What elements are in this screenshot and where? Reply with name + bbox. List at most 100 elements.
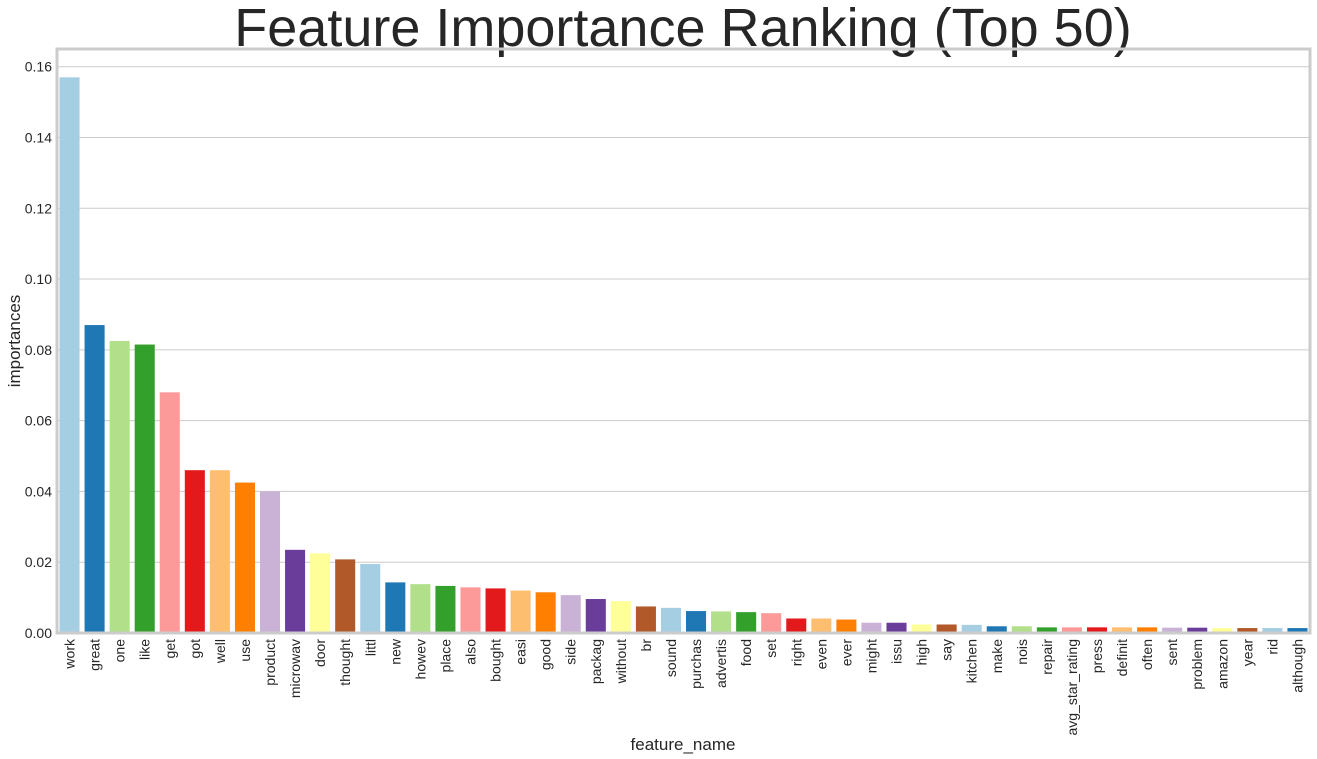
x-tick-label: press [1089,639,1105,673]
y-tick-label: 0.08 [25,342,52,358]
bar-problem [1187,627,1208,633]
x-tick-label: food [738,639,754,666]
bar-kitchen [961,624,982,633]
y-tick-labels: 0.00 0.02 0.04 0.06 0.08 0.10 0.12 0.14 0.16 [25,59,52,641]
x-tick-label: problem [1189,639,1205,690]
x-tick-label: place [437,639,453,673]
bar-bought [485,588,506,633]
x-tick-label: make [989,639,1005,673]
bar-food [736,612,757,633]
bar-microwav [285,549,306,633]
x-tick-label: without [613,639,629,684]
y-axis-label: importances [5,295,24,388]
y-tick-label: 0.14 [25,129,52,145]
y-tick-label: 0.10 [25,271,52,287]
x-tick-label: packag [588,639,604,684]
x-tick-label: although [1289,639,1305,693]
bar-sound [660,607,681,633]
bar-place [435,585,456,633]
bar-nois [1011,626,1032,633]
x-tick-label: year [1239,639,1255,667]
bar-although [1287,628,1308,633]
x-tick-label: side [563,639,579,665]
bar-ever [836,619,857,633]
x-tick-label: product [262,639,278,686]
x-tick-label: avg_star_rating [1064,639,1080,736]
bar-one [109,341,130,633]
bar-purchas [686,611,707,633]
x-tick-label: advertis [713,639,729,688]
x-tick-label: howev [412,639,428,679]
x-tick-label: purchas [688,639,704,689]
bar-easi [510,590,531,633]
bar-well [209,470,230,633]
bar-got [184,470,205,633]
x-tick-label: also [462,639,478,665]
y-tick-label: 0.04 [25,483,52,499]
x-tick-label: get [162,639,178,659]
bar-without [610,601,631,633]
x-tick-label: set [763,639,779,658]
x-tick-label: issu [889,639,905,664]
x-tick-label: kitchen [964,639,980,683]
bar-also [460,587,481,633]
x-tick-label: door [312,639,328,667]
x-tick-label: thought [337,639,353,686]
bar-often [1137,627,1158,633]
x-tick-label: use [237,639,253,662]
bar-repair [1036,627,1057,633]
bar-right [786,618,807,633]
x-tick-label: right [788,639,804,666]
bar-good [535,592,556,633]
x-tick-label: easi [513,639,529,665]
bar-packag [585,599,606,633]
bar-littl [360,563,381,633]
bar-sent [1162,627,1183,633]
x-tick-labels: work great one like get got well use product micr… [62,638,1306,736]
x-tick-label: microwav [287,639,303,698]
bar-like [134,344,155,633]
bar-great [84,325,105,633]
bar-definit [1112,627,1133,633]
y-tick-label: 0.00 [25,625,52,641]
bar-br [635,606,656,633]
x-tick-label: br [638,639,654,652]
bar-side [560,595,581,633]
x-tick-label: repair [1039,639,1055,675]
y-tick-label: 0.12 [25,200,52,216]
plot-frame [55,47,1312,635]
x-tick-label: amazon [1214,639,1230,689]
x-tick-label: nois [1014,639,1030,665]
x-axis-label: feature_name [631,735,736,754]
x-tick-label: ever [838,639,854,667]
x-tick-label: littl [362,639,378,656]
x-tick-label: might [863,639,879,673]
y-tick-label: 0.16 [25,59,52,75]
bar-product [259,491,281,633]
bar-make [986,626,1007,633]
x-tick-label: bought [488,639,504,682]
bar-work [59,77,80,633]
bar-even [811,618,832,633]
x-tick-label: rid [1264,639,1280,655]
x-tick-label: great [87,639,103,671]
x-tick-label: sent [1164,639,1180,666]
x-tick-label: even [813,639,829,669]
bar-advertis [711,611,732,633]
y-tick-label: 0.02 [25,554,52,570]
x-tick-label: one [112,639,128,663]
bar-set [761,613,782,633]
x-tick-label: well [212,639,228,664]
bar-new [385,582,406,633]
bar-get [159,392,180,633]
bar-use [234,482,255,633]
bar-thought [335,559,356,633]
x-tick-label: new [387,638,403,665]
x-tick-label: sound [663,639,679,677]
bar-door [310,553,331,633]
bar-howev [410,584,431,633]
x-tick-label: got [187,639,203,659]
x-tick-label: say [939,639,955,661]
x-tick-label: definit [1114,639,1130,676]
